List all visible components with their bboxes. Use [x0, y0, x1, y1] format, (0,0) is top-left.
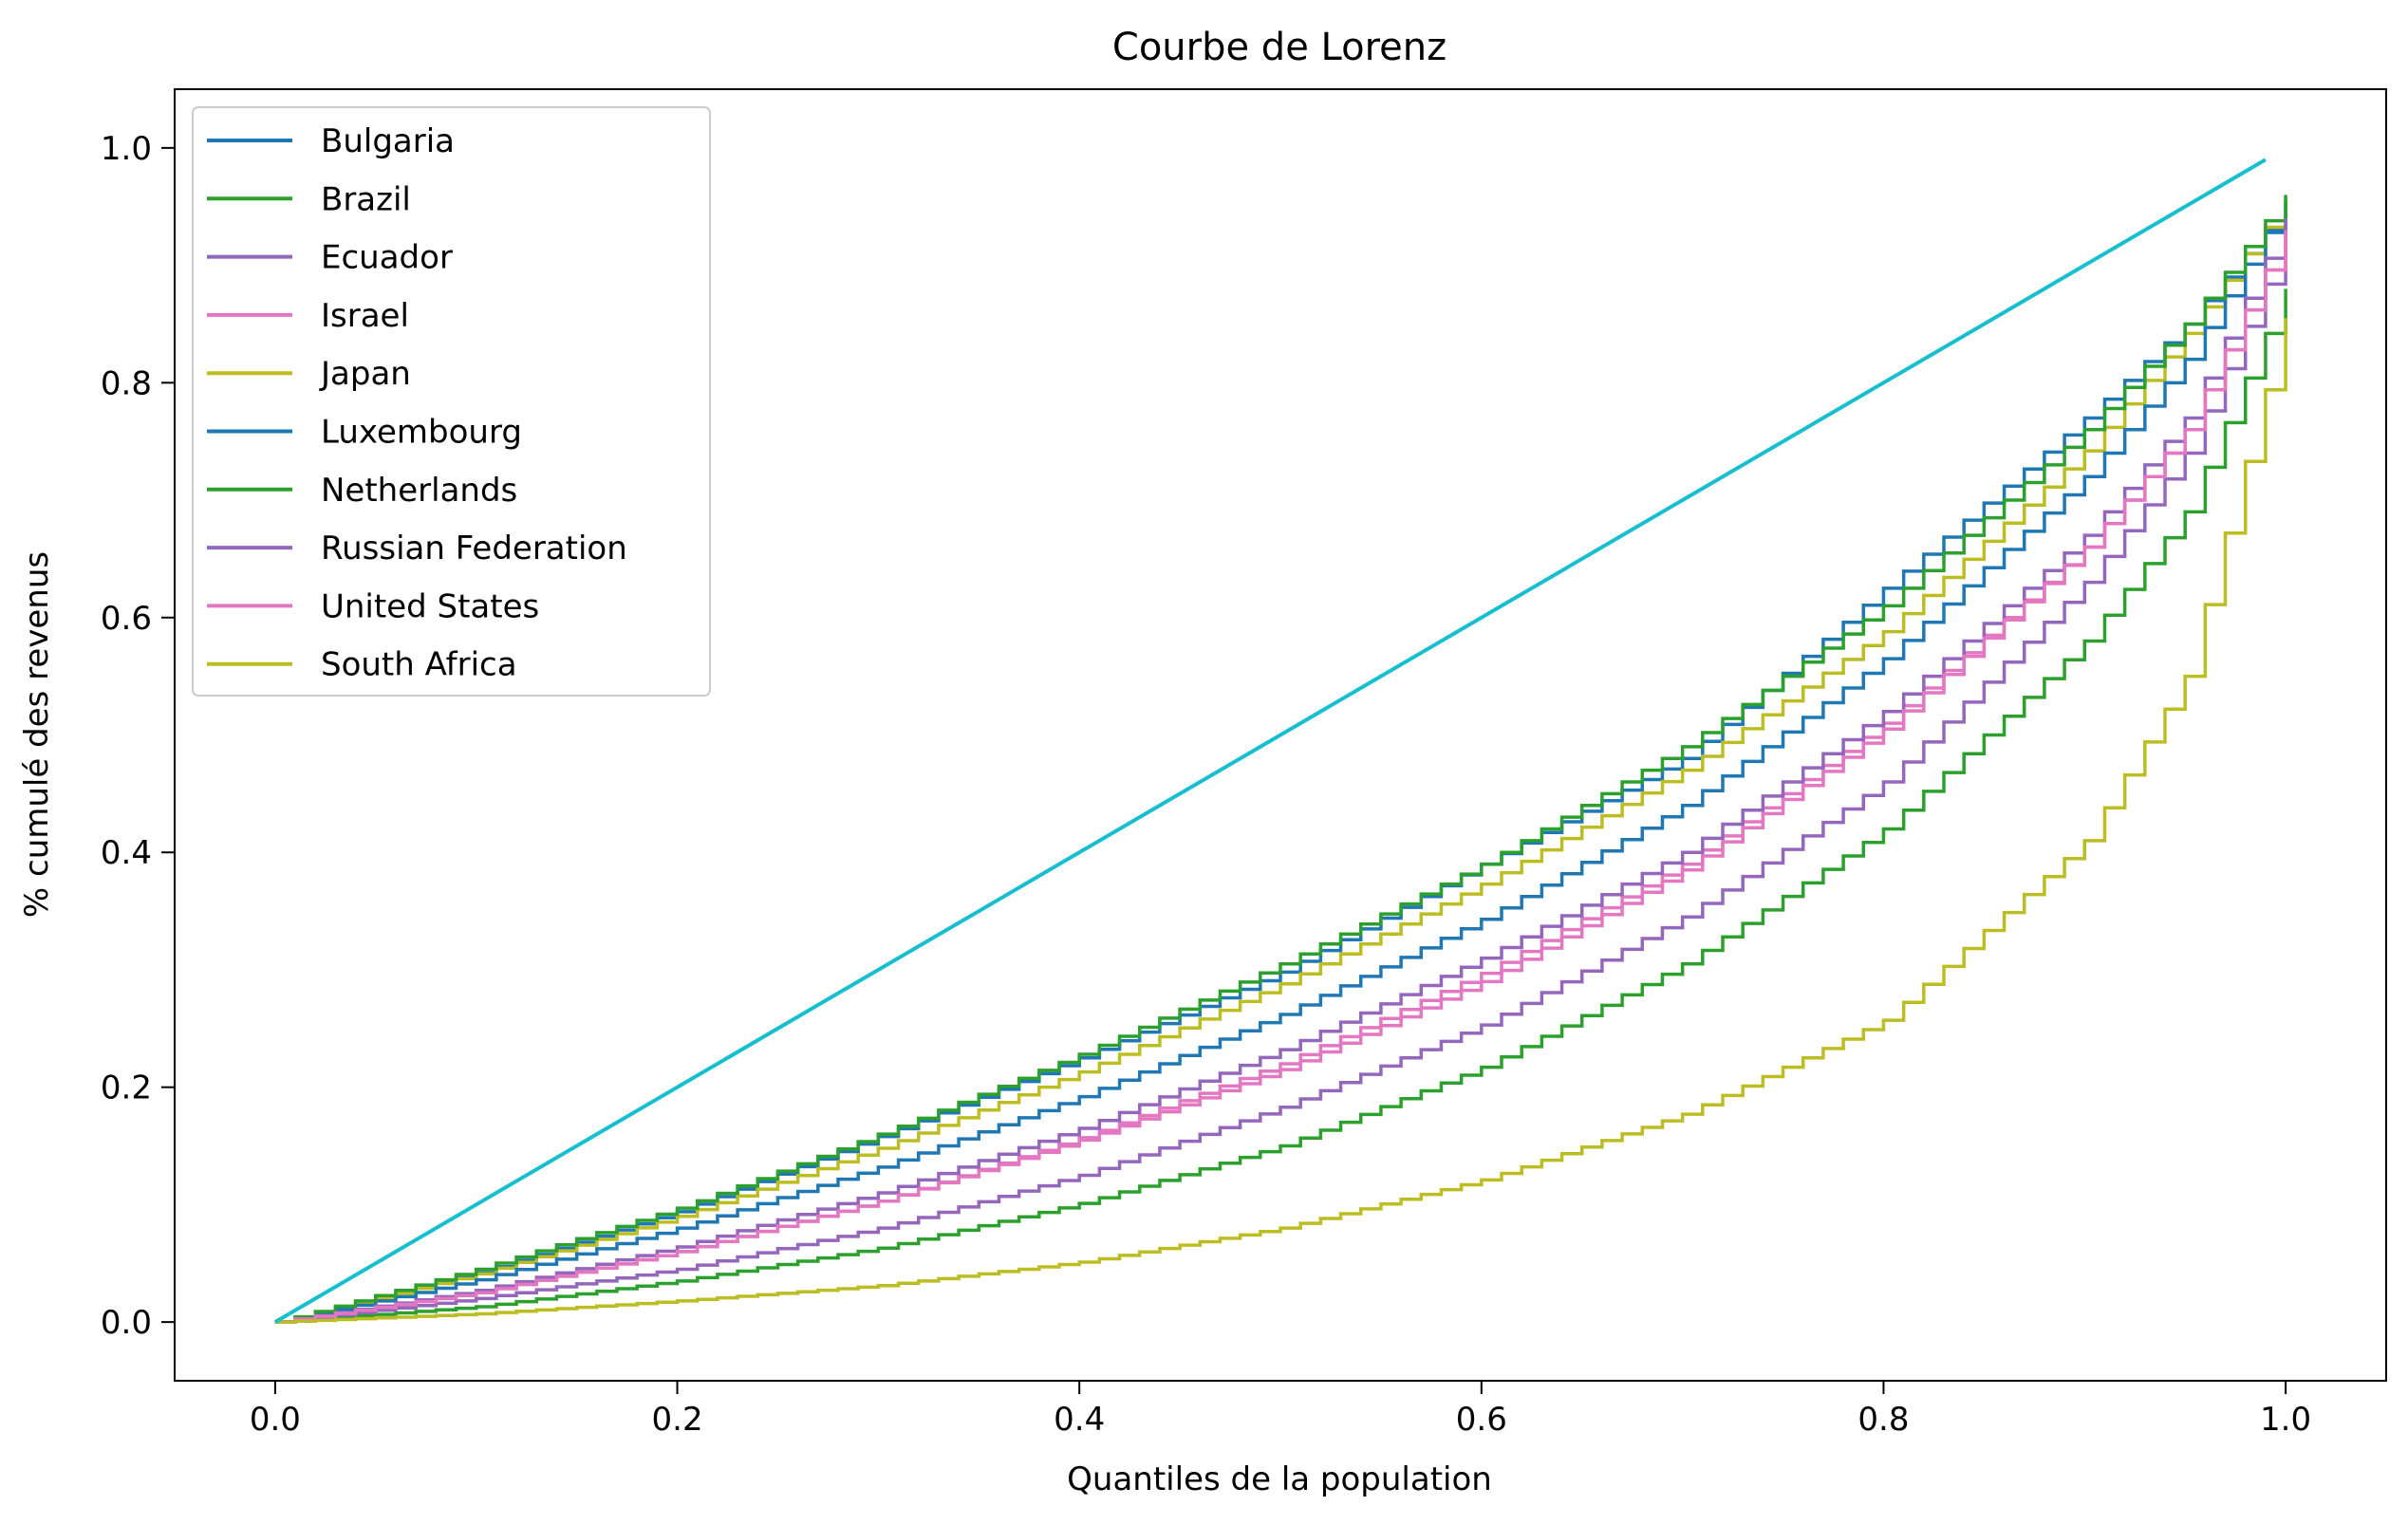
legend: Bulgaria Brazil Ecuador Israel Japan Luxembou… — [192, 106, 711, 697]
plot-area — [174, 88, 2387, 1382]
legend-label: United States — [321, 587, 539, 625]
equality-line — [273, 158, 2267, 1324]
legend-label: Japan — [319, 355, 411, 393]
x-tick-label: 0.4 — [1054, 1401, 1105, 1439]
legend-label: Russian Federation — [321, 530, 627, 567]
series-line-brazil — [274, 288, 2287, 1324]
series-line-netherlands — [274, 195, 2287, 1324]
y-tick-label: 1.0 — [101, 130, 152, 168]
x-tick-label: 0.0 — [250, 1401, 301, 1439]
legend-label: Luxembourg — [321, 414, 522, 452]
x-axis-label: Quantiles de la population — [1067, 1460, 1492, 1498]
y-tick-label: 0.8 — [101, 364, 152, 402]
legend-label: Ecuador — [321, 239, 453, 277]
x-tick-label: 1.0 — [2260, 1401, 2311, 1439]
series-line-south-africa — [274, 318, 2287, 1324]
x-axis: 0.0 0.2 0.4 0.6 0.8 1.0 — [250, 1381, 2311, 1439]
legend-box — [192, 106, 711, 697]
legend-label: Netherlands — [321, 472, 517, 510]
x-tick-label: 0.6 — [1456, 1401, 1507, 1439]
y-tick-label: 0.0 — [101, 1304, 152, 1342]
y-tick-label: 0.2 — [101, 1069, 152, 1107]
y-tick-label: 0.4 — [101, 834, 152, 872]
legend-label: Brazil — [321, 180, 411, 218]
x-tick-label: 0.8 — [1857, 1401, 1909, 1439]
series-line-japan — [274, 200, 2287, 1324]
y-axis-label: % cumulé des revenus — [18, 551, 56, 918]
legend-label: Israel — [321, 297, 409, 335]
legend-label: South Africa — [321, 646, 517, 684]
plot-frame — [174, 88, 2387, 1382]
series-line-luxembourg — [274, 200, 2287, 1324]
series-line-ecuador — [274, 241, 2287, 1324]
x-tick-label: 0.2 — [652, 1401, 703, 1439]
series-line-united-states — [274, 230, 2287, 1324]
series-layer — [273, 158, 2287, 1324]
chart-title: Courbe de Lorenz — [1112, 26, 1447, 69]
legend-label: Bulgaria — [321, 122, 455, 160]
y-axis: 0.0 0.2 0.4 0.6 0.8 1.0 — [101, 130, 175, 1342]
y-tick-label: 0.6 — [101, 600, 152, 638]
